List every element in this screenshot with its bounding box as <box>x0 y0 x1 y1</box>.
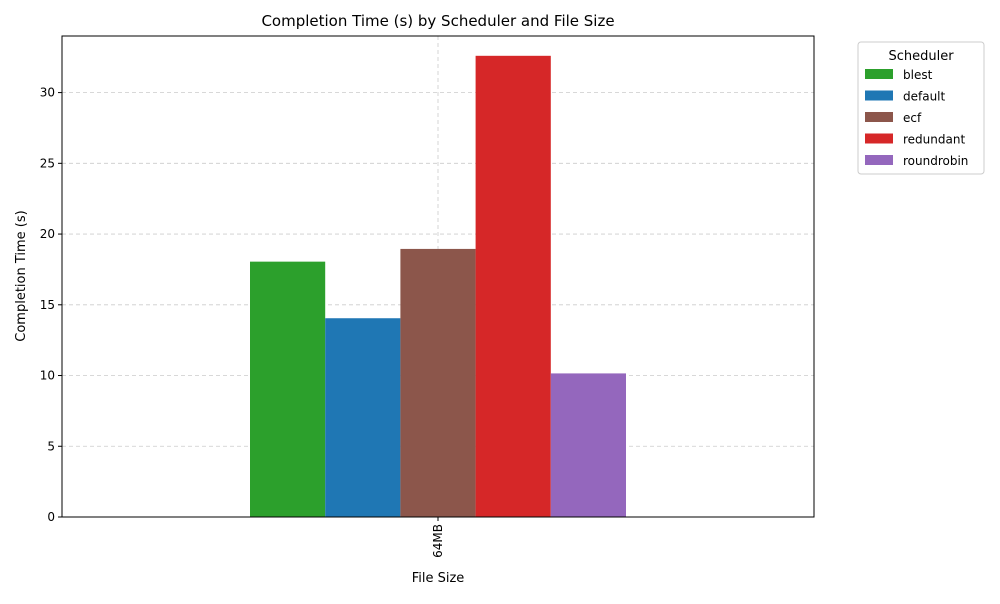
bar-redundant <box>475 55 551 518</box>
legend-label-redundant: redundant <box>903 133 965 147</box>
legend-swatch-redundant <box>865 133 893 144</box>
legend-swatch-ecf <box>865 112 893 122</box>
legend-swatch-roundrobin <box>865 155 893 165</box>
bar-roundrobin <box>550 373 626 517</box>
chart-title: Completion Time (s) by Scheduler and Fil… <box>261 12 614 30</box>
legend-items: blest default ecf redundant roundrobin <box>865 68 968 168</box>
y-tick-label: 25 <box>40 156 55 170</box>
y-axis-ticks: 0 5 10 15 20 25 30 <box>40 86 62 524</box>
y-tick-label: 10 <box>40 369 55 383</box>
legend-label-roundrobin: roundrobin <box>903 154 968 168</box>
legend-swatch-blest <box>865 69 893 79</box>
bar-ecf <box>400 248 476 517</box>
x-axis-ticks: 64MB <box>431 517 445 558</box>
legend: Scheduler blest default ecf redundant roundr… <box>857 41 985 175</box>
bar-default <box>325 318 401 517</box>
y-tick-label: 0 <box>47 510 55 524</box>
bar-blest <box>250 261 326 517</box>
x-tick-label: 64MB <box>431 524 445 558</box>
y-tick-label: 30 <box>40 86 55 100</box>
legend-title: Scheduler <box>888 49 954 64</box>
y-axis-label: Completion Time (s) <box>14 210 29 341</box>
legend-label-ecf: ecf <box>903 111 922 125</box>
legend-label-default: default <box>903 90 946 104</box>
legend-label-blest: blest <box>903 68 933 82</box>
y-tick-label: 20 <box>40 227 55 241</box>
x-axis-label: File Size <box>412 571 465 586</box>
legend-swatch-default <box>865 90 893 101</box>
y-tick-label: 5 <box>47 439 55 453</box>
bars <box>250 55 626 518</box>
y-tick-label: 15 <box>40 298 55 312</box>
